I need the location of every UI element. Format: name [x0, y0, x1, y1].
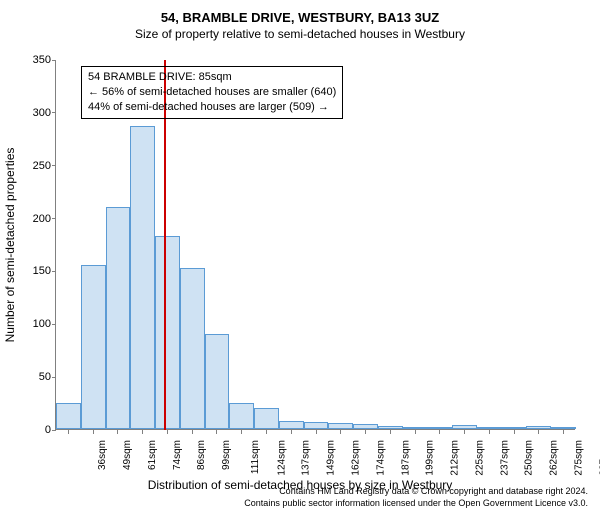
x-tick-label: 49sqm: [122, 440, 133, 470]
x-tick: [365, 430, 366, 434]
histogram-bar: [452, 425, 477, 429]
y-tick-label: 350: [21, 54, 51, 66]
x-tick: [291, 430, 292, 434]
annotation-line-property: 54 BRAMBLE DRIVE: 85sqm: [88, 70, 336, 85]
histogram-bar: [229, 403, 254, 429]
y-tick: [52, 377, 56, 378]
histogram-bar: [551, 427, 576, 429]
x-tick: [117, 430, 118, 434]
x-tick: [68, 430, 69, 434]
histogram-bar: [81, 265, 106, 429]
y-tick-label: 300: [21, 107, 51, 119]
x-tick: [142, 430, 143, 434]
x-tick-label: 137sqm: [301, 440, 312, 476]
x-tick: [192, 430, 193, 434]
x-tick-label: 250sqm: [524, 440, 535, 476]
x-tick: [489, 430, 490, 434]
y-axis-label: Number of semi-detached properties: [3, 148, 17, 343]
x-tick-label: 149sqm: [326, 440, 337, 476]
x-tick: [415, 430, 416, 434]
y-tick-label: 50: [21, 371, 51, 383]
histogram-bar: [155, 236, 180, 429]
x-tick-label: 162sqm: [351, 440, 362, 476]
x-tick-label: 275sqm: [573, 440, 584, 476]
y-tick-label: 250: [21, 160, 51, 172]
footer-copyright-1: Contains HM Land Registry data © Crown c…: [279, 486, 588, 496]
x-tick-label: 199sqm: [425, 440, 436, 476]
x-tick-label: 99sqm: [221, 440, 232, 470]
y-tick-label: 150: [21, 265, 51, 277]
x-tick: [464, 430, 465, 434]
chart-area: Number of semi-detached properties 05010…: [55, 60, 575, 430]
y-tick-label: 100: [21, 318, 51, 330]
histogram-bar: [502, 427, 527, 429]
chart-subtitle: Size of property relative to semi-detach…: [0, 27, 600, 41]
x-tick-label: 124sqm: [276, 440, 287, 476]
x-tick: [216, 430, 217, 434]
histogram-bar: [427, 427, 452, 429]
y-tick-label: 200: [21, 213, 51, 225]
y-tick: [52, 218, 56, 219]
histogram-bar: [328, 423, 353, 429]
histogram-bar: [279, 421, 304, 429]
x-tick-label: 212sqm: [450, 440, 461, 476]
x-tick-label: 262sqm: [549, 440, 560, 476]
histogram-bar: [180, 268, 205, 429]
y-tick-label: 0: [21, 424, 51, 436]
x-tick: [390, 430, 391, 434]
histogram-bar: [353, 424, 378, 429]
x-tick: [266, 430, 267, 434]
annotation-line-larger: 44% of semi-detached houses are larger (…: [88, 100, 336, 115]
x-tick: [439, 430, 440, 434]
x-tick: [563, 430, 564, 434]
y-tick: [52, 430, 56, 431]
x-tick: [241, 430, 242, 434]
histogram-bar: [304, 422, 329, 429]
x-tick-label: 187sqm: [400, 440, 411, 476]
histogram-bar: [403, 427, 428, 429]
histogram-bar: [56, 403, 81, 429]
x-tick: [340, 430, 341, 434]
histogram-bar: [526, 426, 551, 429]
x-tick: [316, 430, 317, 434]
x-tick: [514, 430, 515, 434]
y-tick: [52, 60, 56, 61]
histogram-bar: [106, 207, 131, 429]
chart-title-address: 54, BRAMBLE DRIVE, WESTBURY, BA13 3UZ: [0, 10, 600, 25]
annotation-line-smaller: ← 56% of semi-detached houses are smalle…: [88, 85, 336, 100]
plot-area: 05010015020025030035036sqm49sqm61sqm74sq…: [55, 60, 575, 430]
x-tick-label: 61sqm: [147, 440, 158, 470]
histogram-bar: [130, 126, 155, 429]
x-tick-label: 74sqm: [172, 440, 183, 470]
x-tick-label: 225sqm: [474, 440, 485, 476]
x-tick-label: 36sqm: [97, 440, 108, 470]
x-tick-label: 174sqm: [375, 440, 386, 476]
x-tick: [93, 430, 94, 434]
x-tick: [167, 430, 168, 434]
y-tick: [52, 271, 56, 272]
x-tick-label: 237sqm: [499, 440, 510, 476]
histogram-bar: [205, 334, 230, 429]
x-tick-label: 111sqm: [250, 440, 261, 474]
histogram-bar: [254, 408, 279, 429]
y-tick: [52, 165, 56, 166]
x-tick: [538, 430, 539, 434]
x-tick-label: 86sqm: [196, 440, 207, 470]
y-tick: [52, 112, 56, 113]
annotation-box: 54 BRAMBLE DRIVE: 85sqm← 56% of semi-det…: [81, 66, 343, 119]
histogram-bar: [477, 427, 502, 429]
y-tick: [52, 324, 56, 325]
histogram-bar: [378, 426, 403, 429]
